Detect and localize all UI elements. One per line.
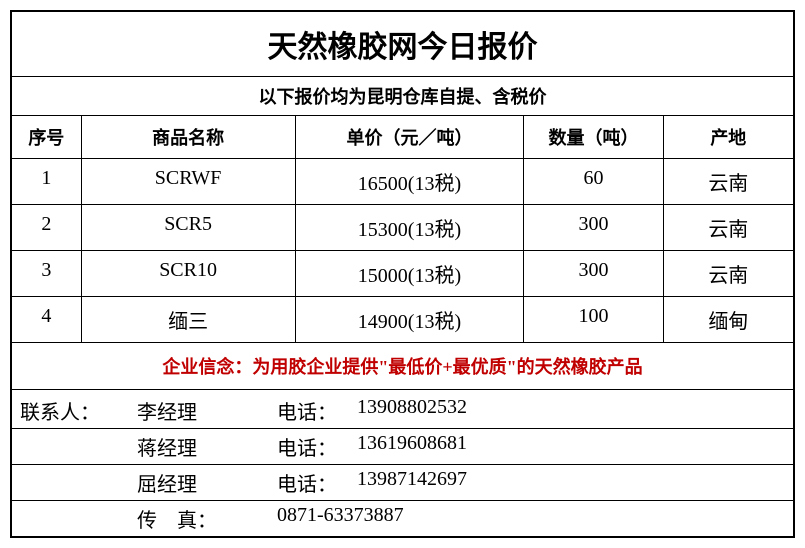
table-row: 2SCR515300(13税)300云南 bbox=[12, 205, 793, 251]
phone-label: 电话： bbox=[277, 468, 357, 497]
cell-price: 14900(13税) bbox=[296, 297, 525, 342]
cell-qty: 60 bbox=[524, 159, 663, 204]
motto: 企业信念：为用胶企业提供"最低价+最优质"的天然橡胶产品 bbox=[12, 343, 793, 390]
cell-seq: 1 bbox=[12, 159, 82, 204]
subtitle: 以下报价均为昆明仓库自提、含税价 bbox=[12, 77, 793, 116]
table-row: 1SCRWF16500(13税)60云南 bbox=[12, 159, 793, 205]
fax-row: 传 真： 0871-63373887 bbox=[12, 501, 793, 536]
cell-seq: 3 bbox=[12, 251, 82, 296]
cell-name: 缅三 bbox=[82, 297, 296, 342]
contact-name: 李经理 bbox=[137, 396, 277, 425]
cell-origin: 缅甸 bbox=[664, 297, 793, 342]
spacer bbox=[12, 432, 137, 461]
motto-prefix: 企业信念：为用胶企业提供 bbox=[162, 357, 378, 377]
col-header-name: 商品名称 bbox=[82, 116, 296, 158]
cell-origin: 云南 bbox=[664, 159, 793, 204]
cell-name: SCRWF bbox=[82, 159, 296, 204]
cell-name: SCR10 bbox=[82, 251, 296, 296]
contact-label: 联系人： bbox=[12, 396, 137, 425]
cell-seq: 2 bbox=[12, 205, 82, 250]
quote-table: 天然橡胶网今日报价 以下报价均为昆明仓库自提、含税价 序号 商品名称 单价（元／… bbox=[10, 10, 795, 538]
cell-price: 15300(13税) bbox=[296, 205, 525, 250]
motto-highlight: "最低价+最优质" bbox=[378, 357, 516, 377]
phone-value: 13619608681 bbox=[357, 432, 793, 461]
contact-row: 屈经理 电话： 13987142697 bbox=[12, 465, 793, 501]
cell-price: 15000(13税) bbox=[296, 251, 525, 296]
motto-suffix: 的天然橡胶产品 bbox=[517, 357, 643, 377]
cell-origin: 云南 bbox=[664, 205, 793, 250]
contact-name: 蒋经理 bbox=[137, 432, 277, 461]
cell-qty: 300 bbox=[524, 251, 663, 296]
spacer bbox=[12, 504, 137, 533]
contact-row: 联系人： 李经理 电话： 13908802532 bbox=[12, 390, 793, 429]
table-header: 序号 商品名称 单价（元／吨） 数量（吨） 产地 bbox=[12, 116, 793, 159]
phone-label: 电话： bbox=[277, 396, 357, 425]
col-header-qty: 数量（吨） bbox=[524, 116, 663, 158]
cell-origin: 云南 bbox=[664, 251, 793, 296]
contact-name: 屈经理 bbox=[137, 468, 277, 497]
cell-name: SCR5 bbox=[82, 205, 296, 250]
table-row: 4缅三14900(13税)100缅甸 bbox=[12, 297, 793, 343]
col-header-seq: 序号 bbox=[12, 116, 82, 158]
page-title: 天然橡胶网今日报价 bbox=[12, 12, 793, 77]
cell-qty: 300 bbox=[524, 205, 663, 250]
fax-value: 0871-63373887 bbox=[277, 504, 793, 533]
contact-row: 蒋经理 电话： 13619608681 bbox=[12, 429, 793, 465]
table-row: 3SCR1015000(13税)300云南 bbox=[12, 251, 793, 297]
col-header-price: 单价（元／吨） bbox=[296, 116, 525, 158]
cell-qty: 100 bbox=[524, 297, 663, 342]
fax-label: 传 真： bbox=[137, 504, 277, 533]
cell-seq: 4 bbox=[12, 297, 82, 342]
phone-label: 电话： bbox=[277, 432, 357, 461]
phone-value: 13987142697 bbox=[357, 468, 793, 497]
phone-value: 13908802532 bbox=[357, 396, 793, 425]
cell-price: 16500(13税) bbox=[296, 159, 525, 204]
spacer bbox=[12, 468, 137, 497]
col-header-origin: 产地 bbox=[664, 116, 793, 158]
